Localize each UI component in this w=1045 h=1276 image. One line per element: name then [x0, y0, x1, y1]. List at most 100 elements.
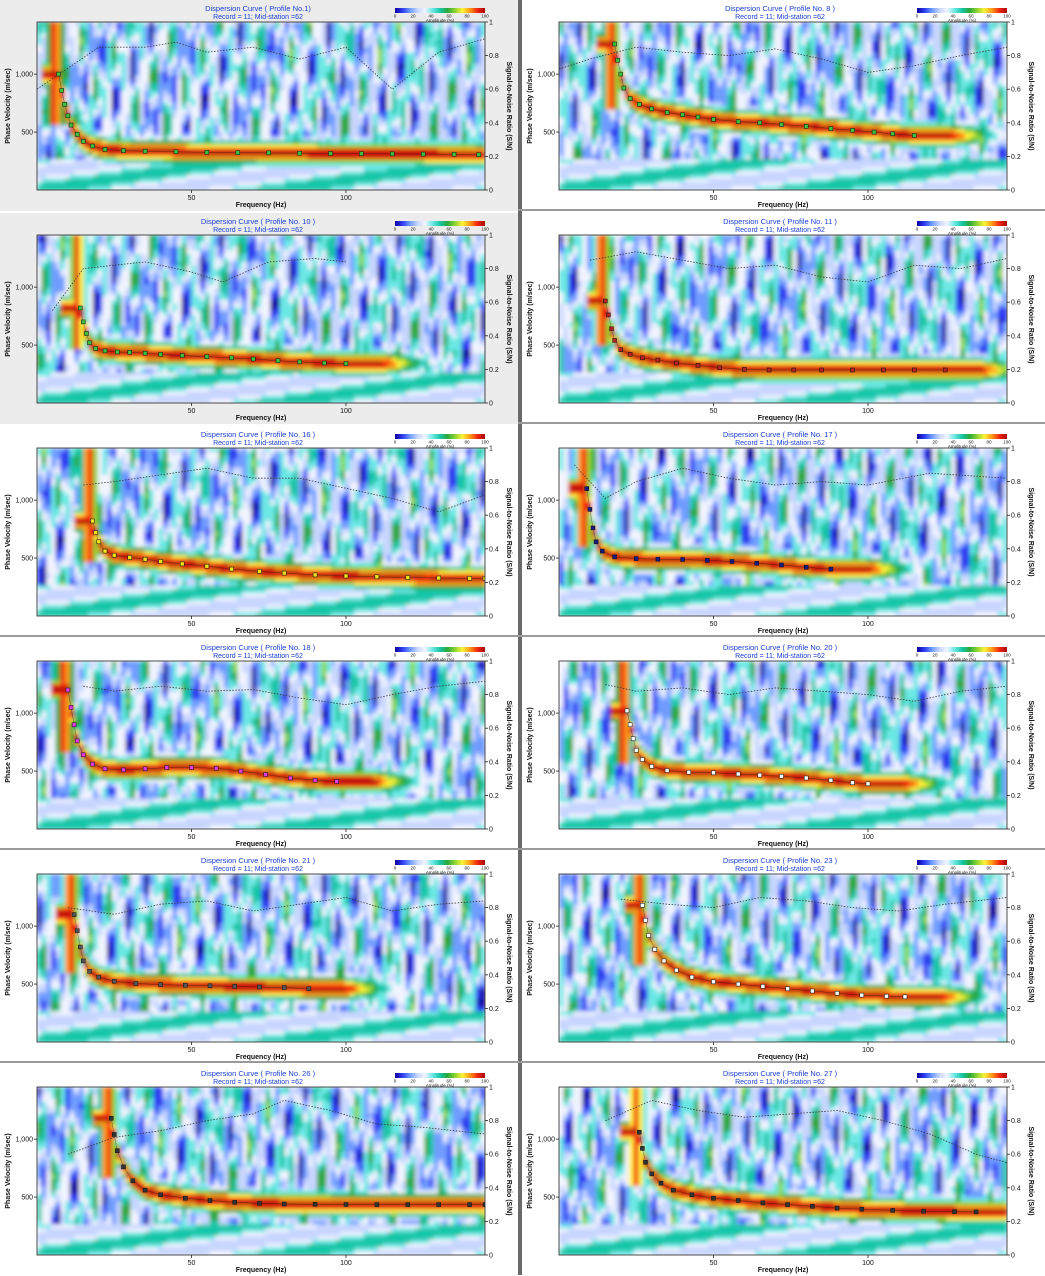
dispersion-chart: Dispersion Curve ( Profile No. 20 )Recor… — [522, 639, 1040, 850]
dispersion-point — [131, 1179, 135, 1183]
dispersion-point — [282, 986, 286, 990]
amplitude-colorbar — [917, 860, 1007, 865]
dispersion-point — [712, 980, 716, 984]
colorbar-tick-label: 80 — [464, 653, 470, 658]
y2-tick-label: 0 — [489, 827, 493, 834]
colorbar-tick-label: 80 — [986, 866, 992, 871]
chart-subtitle: Record = 11; Mid-station =62 — [735, 1079, 825, 1086]
y-tick-label: 1,000 — [15, 924, 33, 931]
x-tick-label: 50 — [188, 1260, 196, 1267]
dispersion-point — [742, 367, 746, 371]
y-tick-label: 500 — [543, 982, 555, 989]
y2-tick-label: 0.6 — [1011, 939, 1021, 946]
dispersion-point — [650, 107, 654, 111]
chart-subtitle: Record = 11; Mid-station =62 — [213, 14, 303, 21]
dispersion-point — [650, 1172, 654, 1176]
y2-tick-label: 1 — [1011, 446, 1015, 453]
y2-tick-label: 0.2 — [489, 1006, 499, 1013]
y-tick-label: 1,000 — [537, 711, 555, 718]
dispersion-point — [619, 348, 623, 352]
x-tick-label: 50 — [710, 834, 718, 841]
y2-tick-label: 0 — [489, 1253, 493, 1260]
dispersion-point — [81, 320, 85, 324]
chart-title: Dispersion Curve ( Profile No. 20 ) — [723, 643, 838, 652]
amplitude-colorbar — [395, 647, 485, 652]
dispersion-panel: Dispersion Curve ( Profile No. 23 )Recor… — [522, 852, 1040, 1063]
dispersion-point — [390, 152, 394, 156]
y2-tick-label: 0 — [1011, 614, 1015, 621]
y-tick-label: 1,000 — [537, 72, 555, 79]
colorbar-tick-label: 80 — [986, 653, 992, 658]
y-tick-label: 1,000 — [537, 1137, 555, 1144]
y-tick-label: 1,000 — [537, 498, 555, 505]
dispersion-point — [81, 753, 85, 757]
y2-tick-label: 0 — [489, 188, 493, 195]
dispersion-panel: Dispersion Curve ( Profile No. 26 )Recor… — [0, 1065, 518, 1276]
dispersion-point — [81, 139, 85, 143]
dispersion-panel: Dispersion Curve ( Profile No. 10 )Recor… — [0, 213, 518, 424]
dispersion-point — [665, 110, 669, 114]
dispersion-point — [208, 1199, 212, 1203]
colorbar-tick-label: 0 — [916, 227, 919, 232]
dispersion-point — [344, 574, 348, 578]
dispersion-point — [230, 356, 234, 360]
chart-title: Dispersion Curve ( Profile No. 21 ) — [201, 856, 316, 865]
dispersion-point — [174, 150, 178, 154]
dispersion-point — [258, 985, 262, 989]
dispersion-point — [165, 766, 169, 770]
amplitude-colorbar — [395, 221, 485, 226]
colorbar-tick-label: 0 — [916, 440, 919, 445]
dispersion-point — [258, 569, 262, 573]
y2-tick-label: 0.8 — [1011, 479, 1021, 486]
dispersion-point — [851, 128, 855, 132]
chart-title: Dispersion Curve ( Profile No. 8 ) — [725, 4, 836, 13]
y2-tick-label: 0 — [1011, 827, 1015, 834]
y2-tick-label: 0.8 — [1011, 905, 1021, 912]
dispersion-point — [851, 781, 855, 785]
dispersion-point — [640, 903, 644, 907]
y-axis-label: Phase Velocity (m/sec) — [5, 707, 12, 782]
colorbar-tick-label: 100 — [481, 653, 489, 658]
dispersion-point — [761, 1201, 765, 1205]
dispersion-point — [912, 368, 916, 372]
x-tick-label: 50 — [710, 408, 718, 415]
y2-tick-label: 1 — [489, 872, 493, 879]
y2-axis-label: Signal-to-Noise Ratio (S/N) — [505, 274, 512, 363]
y2-tick-label: 1 — [1011, 1085, 1015, 1092]
x-axis-label: Frequency (Hz) — [758, 628, 809, 635]
dispersion-point — [829, 778, 833, 782]
dispersion-point — [88, 341, 92, 345]
y2-tick-label: 1 — [1011, 20, 1015, 27]
dispersion-point — [112, 1133, 116, 1137]
y2-tick-label: 1 — [489, 233, 493, 240]
amplitude-heatmap — [37, 874, 486, 1043]
chart-title: Dispersion Curve ( Profile No. 17 ) — [723, 430, 838, 439]
dispersion-point — [143, 351, 147, 355]
y2-tick-label: 0.2 — [489, 580, 499, 587]
y-axis-label: Phase Velocity (m/sec) — [527, 707, 534, 782]
dispersion-point — [912, 134, 916, 138]
colorbar-tick-label: 20 — [410, 866, 416, 871]
dispersion-point — [659, 1181, 663, 1185]
y2-axis-label: Signal-to-Noise Ratio (S/N) — [1027, 274, 1034, 363]
colorbar-tick-label: 100 — [481, 866, 489, 871]
y2-tick-label: 0.6 — [1011, 87, 1021, 94]
amplitude-heatmap — [37, 1087, 487, 1256]
dispersion-point — [282, 571, 286, 575]
dispersion-point — [866, 782, 870, 786]
dispersion-point — [437, 576, 441, 580]
dispersion-point — [736, 120, 740, 124]
dispersion-point — [122, 1165, 126, 1169]
x-axis-label: Frequency (Hz) — [758, 202, 809, 209]
x-axis-label: Frequency (Hz) — [758, 1267, 809, 1274]
x-axis-label: Frequency (Hz) — [236, 1267, 287, 1274]
dispersion-point — [653, 947, 657, 951]
dispersion-point — [786, 987, 790, 991]
y2-axis-label: Signal-to-Noise Ratio (S/N) — [505, 487, 512, 576]
dispersion-point — [891, 132, 895, 136]
dispersion-point — [115, 350, 119, 354]
dispersion-point — [730, 560, 734, 564]
y-axis-label: Phase Velocity (m/sec) — [527, 494, 534, 569]
dispersion-point — [625, 709, 629, 713]
colorbar-tick-label: 0 — [916, 866, 919, 871]
